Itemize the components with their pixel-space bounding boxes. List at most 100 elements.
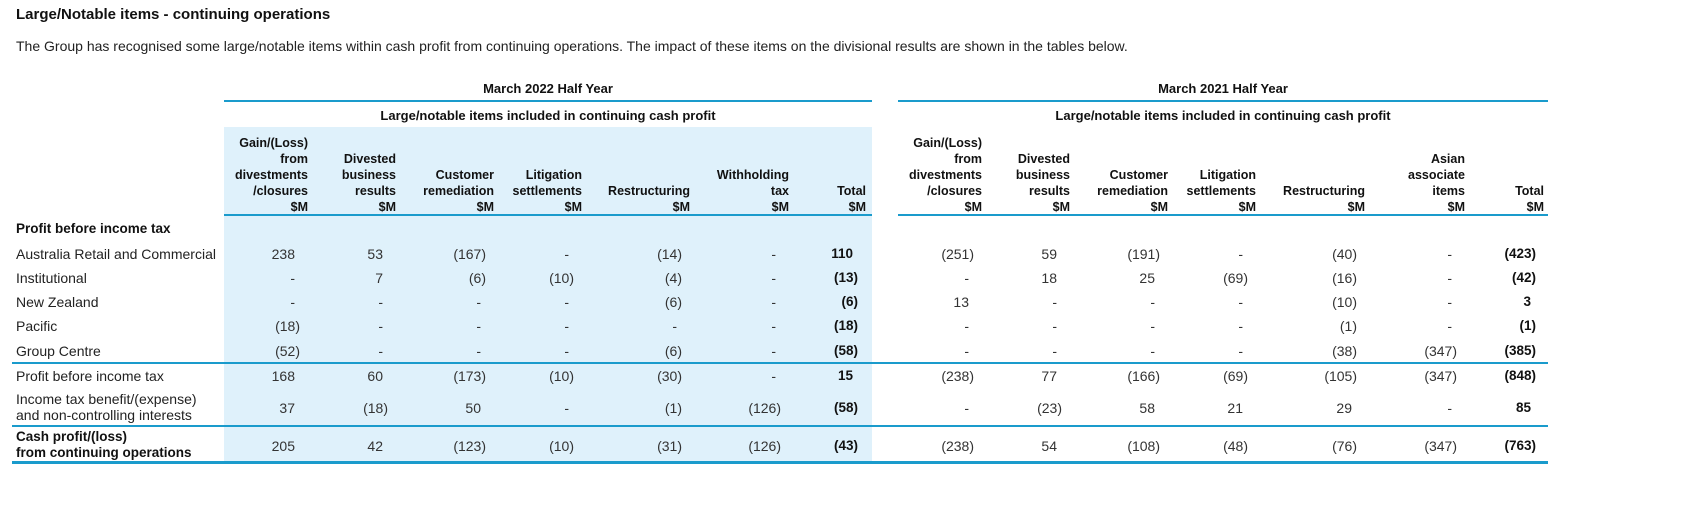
value-cell: - xyxy=(1238,318,1243,334)
column-header-line: associate xyxy=(1408,168,1465,182)
row-label: Cash profit/(loss) from continuing operat… xyxy=(16,429,192,461)
column-header-line: business xyxy=(341,168,396,182)
column-header-line: business xyxy=(1015,168,1070,182)
value-cell: - xyxy=(564,343,569,359)
value-cell: (18) xyxy=(275,318,300,334)
column-header-line: settlements xyxy=(1186,184,1256,198)
value-cell: - xyxy=(1052,294,1057,310)
value-cell: (126) xyxy=(748,438,781,454)
value-cell: - xyxy=(564,246,569,262)
total-cell: (385) xyxy=(1504,343,1536,358)
value-cell: (31) xyxy=(657,438,682,454)
value-cell: 205 xyxy=(271,438,295,454)
column-header: Total $M xyxy=(756,137,866,215)
column-header-line: $M xyxy=(1238,200,1256,214)
value-cell: (23) xyxy=(1037,400,1062,416)
value-cell: 77 xyxy=(1041,368,1057,384)
period-divider-2022 xyxy=(224,100,872,102)
column-header-line: Divested xyxy=(1017,152,1070,166)
column-header-line: $M xyxy=(476,200,494,214)
value-cell: - xyxy=(476,318,481,334)
value-cell: - xyxy=(1150,318,1155,334)
value-cell: - xyxy=(378,294,383,310)
column-header-line: Litigation xyxy=(525,168,582,182)
total-cell: (42) xyxy=(1511,270,1536,285)
column-header: Gain/(Loss) from divestments/closures $M xyxy=(198,136,308,215)
value-cell: - xyxy=(1447,270,1452,286)
column-header-line: divestments xyxy=(909,168,982,182)
total-cell: (848) xyxy=(1504,368,1536,383)
value-cell: - xyxy=(1052,343,1057,359)
column-header-line: Asian xyxy=(1430,152,1465,166)
value-cell: - xyxy=(476,294,481,310)
period-header-2021: March 2021 Half Year xyxy=(1158,81,1288,96)
row-label-line: Group Centre xyxy=(16,343,101,359)
value-cell: - xyxy=(564,318,569,334)
value-cell: (347) xyxy=(1424,438,1457,454)
total-cell: 85 xyxy=(1515,400,1531,415)
value-cell: 21 xyxy=(1227,400,1243,416)
row-label: Profit before income tax xyxy=(16,368,164,384)
column-header: Divested business results $M xyxy=(286,137,396,215)
value-cell: - xyxy=(1238,246,1243,262)
period-divider-2021 xyxy=(898,100,1548,102)
column-header-line: $M xyxy=(290,200,308,214)
value-cell: - xyxy=(964,400,969,416)
subheader-2021: Large/notable items included in continui… xyxy=(1055,108,1391,123)
column-header-line: results xyxy=(1029,184,1070,198)
column-header-line: Restructuring xyxy=(1283,184,1365,198)
value-cell: 25 xyxy=(1139,270,1155,286)
column-header-line: tax xyxy=(770,184,789,198)
column-header-line: $M xyxy=(1447,200,1465,214)
value-cell: (10) xyxy=(549,270,574,286)
value-cell: (1) xyxy=(1339,318,1357,334)
value-cell: (69) xyxy=(1223,368,1248,384)
row-label: New Zealand xyxy=(16,294,99,310)
value-cell: - xyxy=(476,343,481,359)
column-header: Asian associate items $M xyxy=(1355,137,1465,215)
row-label-line: Pacific xyxy=(16,318,58,334)
column-header-line: Total xyxy=(837,184,866,198)
value-cell: - xyxy=(771,294,776,310)
row-label-line: New Zealand xyxy=(16,294,99,310)
total-cell: (763) xyxy=(1504,438,1536,453)
row-label-line: Institutional xyxy=(16,270,87,286)
cash-profit-divider xyxy=(12,425,1548,427)
value-cell: (48) xyxy=(1223,438,1248,454)
column-header-line: Gain/(Loss) xyxy=(913,136,982,150)
row-label: Group Centre xyxy=(16,343,101,359)
header-divider-2021 xyxy=(898,214,1548,216)
value-cell: - xyxy=(771,368,776,384)
value-cell: 168 xyxy=(271,368,295,384)
value-cell: (6) xyxy=(664,294,682,310)
column-header-line: $M xyxy=(848,200,866,214)
value-cell: 37 xyxy=(279,400,295,416)
value-cell: (347) xyxy=(1424,368,1457,384)
value-cell: (108) xyxy=(1127,438,1160,454)
row-label: Income tax benefit/(expense) and non-cont… xyxy=(16,391,197,423)
value-cell: (40) xyxy=(1332,246,1357,262)
value-cell: - xyxy=(1238,343,1243,359)
value-cell: (123) xyxy=(453,438,486,454)
value-cell: (238) xyxy=(941,438,974,454)
column-header-line: $M xyxy=(564,200,582,214)
total-cell: 110 xyxy=(831,246,853,261)
value-cell: - xyxy=(1150,343,1155,359)
value-cell: (191) xyxy=(1127,246,1160,262)
column-header-line: $M xyxy=(1150,200,1168,214)
value-cell: (251) xyxy=(941,246,974,262)
column-header-line: Customer xyxy=(1109,168,1168,182)
value-cell: - xyxy=(290,270,295,286)
column-header: Withholding tax $M xyxy=(679,137,789,215)
value-cell: - xyxy=(564,400,569,416)
value-cell: (52) xyxy=(275,343,300,359)
column-header-line: items xyxy=(1432,184,1465,198)
column-header-line: Restructuring xyxy=(608,184,690,198)
column-header: Customer remediation $M xyxy=(1058,137,1168,215)
value-cell: - xyxy=(290,294,295,310)
column-header-line: $M xyxy=(964,200,982,214)
column-header: Restructuring $M xyxy=(580,137,690,215)
row-label-line: from continuing operations xyxy=(16,445,192,460)
column-header-line: remediation xyxy=(1097,184,1168,198)
page-title: Large/Notable items - continuing operati… xyxy=(16,6,331,23)
